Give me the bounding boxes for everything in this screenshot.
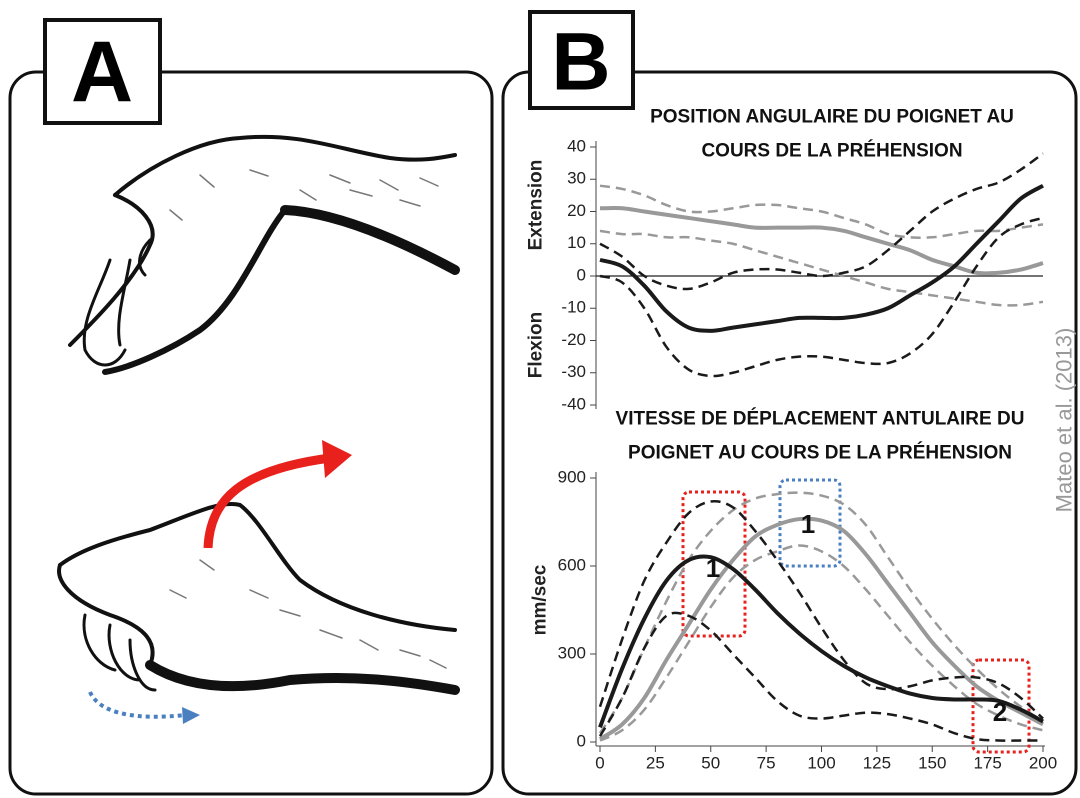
annotation: 1 (801, 509, 815, 539)
y-tick-label: 30 (567, 169, 586, 188)
panel-a-frame (8, 70, 494, 796)
panel-label-box (43, 18, 162, 125)
data-line (599, 183, 1045, 333)
chart-title: VITESSE DE DÉPLACEMENT ANTULAIRE DU (616, 408, 1025, 430)
y-tick-label: 40 (567, 136, 586, 155)
annotation: 2 (993, 697, 1007, 727)
y-tick-label: -20 (561, 330, 586, 349)
data-line (598, 516, 1044, 741)
data-line (599, 184, 1044, 239)
x-tick-label: 100 (807, 753, 835, 772)
panel-label-box (528, 10, 635, 110)
highlight-box (971, 658, 1031, 754)
x-tick-label: 0 (595, 753, 604, 772)
y-tick-label: 10 (567, 233, 586, 252)
credit: Mateo et al. (2013) (1052, 328, 1077, 513)
y-tick-label: 900 (558, 467, 586, 486)
x-tick-label: 150 (918, 753, 946, 772)
x-tick-label: 175 (973, 753, 1001, 772)
hand-drawing-top (68, 134, 460, 375)
y-tick-label: 300 (558, 643, 586, 662)
data-line (599, 152, 1044, 291)
data-line (599, 229, 1044, 307)
panel-b-frame (501, 70, 1078, 796)
y-tick-label: 0 (577, 265, 586, 284)
y-tick-label: 600 (558, 555, 586, 574)
x-tick-label: 200 (1029, 753, 1057, 772)
blue-arrow-head (182, 707, 200, 724)
x-tick-label: 25 (646, 753, 665, 772)
annotation: 1 (706, 553, 720, 583)
chart-title: POIGNET AU COURS DE LA PRÉHENSION (628, 442, 1012, 464)
data-line (598, 499, 1044, 720)
chart-title: COURS DE LA PRÉHENSION (701, 140, 962, 162)
panel-label: B (551, 17, 610, 108)
data-line (599, 206, 1044, 276)
panel-label: A (71, 24, 133, 120)
data-line (598, 491, 1044, 734)
x-tick-label: 50 (701, 753, 720, 772)
y-tick-label: -40 (561, 394, 586, 413)
x-tick-label: 75 (757, 753, 776, 772)
y-tick-label: -30 (561, 362, 586, 381)
y-axis-label: mm/sec (530, 564, 551, 635)
y-axis-label: Flexion (526, 312, 547, 379)
x-tick-label: 125 (863, 753, 891, 772)
hand-drawing-bottom (57, 502, 460, 695)
y-axis-label: Extension (526, 160, 547, 251)
data-line (599, 216, 1044, 378)
blue-arrow (88, 691, 186, 719)
red-arrow (203, 453, 331, 549)
chart-title: POSITION ANGULAIRE DU POIGNET AU (650, 107, 1014, 128)
y-tick-label: -10 (561, 298, 586, 317)
red-arrow-head (322, 440, 352, 478)
data-line (598, 554, 1044, 729)
y-tick-label: 0 (577, 731, 586, 750)
data-line (598, 611, 1043, 742)
y-tick-label: 20 (567, 201, 586, 220)
data-line (599, 544, 1044, 742)
